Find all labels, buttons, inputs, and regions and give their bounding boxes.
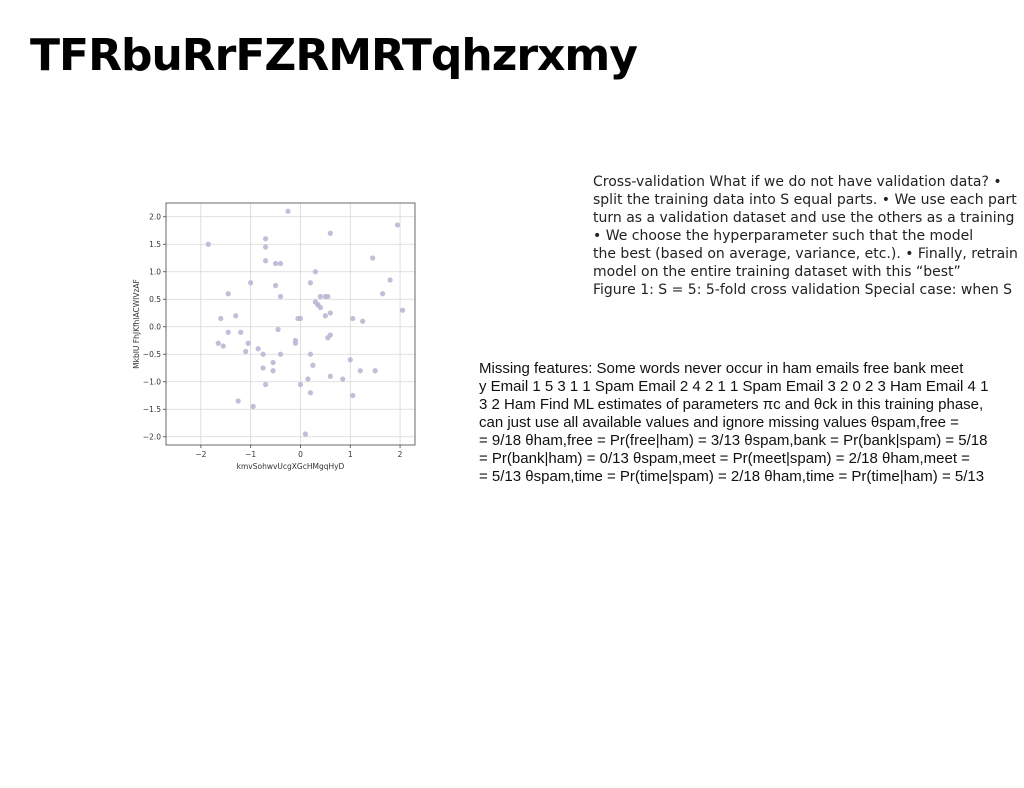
scatter-point bbox=[225, 329, 231, 335]
scatter-point bbox=[272, 260, 279, 267]
scatter-point bbox=[263, 236, 269, 242]
y-tick-label: 1.0 bbox=[149, 267, 161, 276]
scatter-point bbox=[370, 255, 376, 261]
scatter-point bbox=[357, 368, 363, 374]
scatter-point bbox=[387, 277, 393, 283]
scatter-point bbox=[248, 280, 254, 286]
scatter-point bbox=[322, 293, 328, 300]
scatter-point bbox=[307, 351, 314, 357]
naive-bayes-text-line: = 9/18 θham,free = Pr(free|ham) = 3/13 θ… bbox=[479, 432, 988, 449]
scatter-point bbox=[215, 340, 221, 346]
scatter-point bbox=[260, 365, 266, 371]
scatter-point bbox=[263, 244, 269, 250]
scatter-point bbox=[394, 222, 401, 228]
scatter-point bbox=[399, 307, 406, 313]
scatter-point bbox=[297, 315, 304, 322]
scatter-point bbox=[245, 340, 251, 346]
y-tick-label: −1.0 bbox=[143, 377, 161, 386]
scatter-point bbox=[255, 346, 261, 352]
scatter-point bbox=[315, 302, 321, 308]
scatter-point bbox=[292, 340, 299, 346]
y-axis-label: MkbIU FhJKfhlACWIVzAF bbox=[132, 279, 141, 369]
cross-validation-text-line: • We choose the hyperparameter such that… bbox=[593, 228, 974, 244]
scatter-point bbox=[263, 258, 269, 264]
scatter-point bbox=[238, 329, 244, 335]
cross-validation-text-line: Figure 1: S = 5: 5-fold cross validation… bbox=[593, 282, 1013, 298]
scatter-point bbox=[218, 315, 224, 322]
scatter-point bbox=[270, 368, 276, 374]
scatter-point bbox=[380, 291, 386, 297]
scatter-point bbox=[250, 403, 256, 410]
cross-validation-text: Cross-validation What if we do not have … bbox=[593, 173, 1024, 299]
y-tick-label: −1.5 bbox=[143, 405, 161, 414]
scatter-point bbox=[302, 431, 309, 437]
cross-validation-text-line: split the training data into S equal par… bbox=[593, 192, 1017, 208]
naive-bayes-text-line: = 5/13 θspam,time = Pr(time|spam) = 2/18… bbox=[479, 468, 985, 485]
y-tick-label: 1.5 bbox=[149, 240, 161, 249]
scatter-point bbox=[277, 293, 284, 300]
scatter-point bbox=[317, 293, 323, 300]
y-tick-label: −2.0 bbox=[143, 432, 161, 441]
scatter-point bbox=[277, 351, 284, 357]
x-tick-label: 1 bbox=[348, 450, 353, 459]
scatter-point bbox=[307, 280, 314, 286]
scatter-point bbox=[263, 381, 269, 388]
scatter-plot-svg: −2 −1 0 1 2 −2.0 −1.5 −1.0 −0.5 0.0 0.5 1.0 1.5 2.0 km… bbox=[132, 202, 416, 471]
y-tick-label: −0.5 bbox=[143, 350, 161, 359]
scatter-chart: −2 −1 0 1 2 −2.0 −1.5 −1.0 −0.5 0.0 0.5 1.0 1.5 2.0 km… bbox=[130, 196, 430, 480]
naive-bayes-text-line: 3 2 Ham Find ML estimates of parameters … bbox=[479, 396, 984, 413]
cross-validation-text-line: the best (based on average, variance, et… bbox=[593, 246, 1018, 262]
scatter-point bbox=[360, 318, 366, 324]
naive-bayes-text-line: = Pr(bank|ham) = 0/13 θspam,meet = Pr(me… bbox=[479, 450, 970, 467]
scatter-point bbox=[205, 241, 211, 247]
scatter-point bbox=[297, 381, 304, 388]
scatter-point bbox=[340, 376, 346, 382]
scatter-point bbox=[350, 392, 356, 399]
plot-frame bbox=[165, 202, 416, 446]
scatter-point bbox=[233, 313, 239, 319]
scatter-point bbox=[312, 269, 318, 275]
scatter-point bbox=[327, 373, 333, 379]
x-tick-label: 0 bbox=[298, 450, 303, 459]
scatter-point bbox=[322, 313, 328, 319]
slide-title: TFRbuRrFZRMRTqhzrxmy bbox=[30, 30, 638, 81]
naive-bayes-text: Missing features: Some words never occur… bbox=[479, 360, 1024, 486]
cross-validation-text-line: Cross-validation What if we do not have … bbox=[593, 174, 1002, 190]
cross-validation-text-line: model on the entire training dataset wit… bbox=[593, 264, 961, 280]
scatter-point bbox=[260, 351, 266, 357]
naive-bayes-text-line: Missing features: Some words never occur… bbox=[479, 360, 964, 377]
scatter-point bbox=[272, 282, 279, 289]
scatter-point bbox=[235, 398, 241, 404]
scatter-point bbox=[277, 260, 284, 267]
scatter-point bbox=[307, 390, 314, 396]
plot-area bbox=[166, 203, 415, 445]
y-tick-label: 2.0 bbox=[149, 212, 161, 221]
scatter-point bbox=[285, 208, 291, 214]
scatter-point bbox=[220, 343, 226, 349]
naive-bayes-text-line: y Email 1 5 3 1 1 Spam Email 2 4 2 1 1 S… bbox=[479, 378, 989, 395]
scatter-point bbox=[225, 291, 231, 297]
scatter-point bbox=[347, 357, 353, 363]
scatter-point bbox=[305, 376, 311, 382]
y-tick-label: 0.0 bbox=[149, 322, 161, 331]
x-tick-label: −2 bbox=[195, 450, 206, 459]
scatter-point bbox=[327, 230, 333, 236]
x-axis-label: kmvSohwvUcgXGcHMgqHyD bbox=[237, 462, 345, 471]
x-tick-label: 2 bbox=[398, 450, 403, 459]
scatter-point bbox=[270, 359, 276, 366]
naive-bayes-text-line: can just use all available values and ig… bbox=[479, 414, 959, 431]
cross-validation-text-line: turn as a validation dataset and use the… bbox=[593, 210, 1015, 226]
scatter-point bbox=[325, 335, 331, 341]
x-tick-label: −1 bbox=[245, 450, 256, 459]
scatter-point bbox=[350, 315, 356, 322]
scatter-point bbox=[310, 362, 316, 368]
scatter-point bbox=[243, 348, 249, 355]
y-tick-label: 0.5 bbox=[149, 295, 161, 304]
scatter-point bbox=[372, 368, 378, 374]
scatter-point bbox=[275, 326, 281, 333]
scatter-point bbox=[327, 310, 333, 316]
